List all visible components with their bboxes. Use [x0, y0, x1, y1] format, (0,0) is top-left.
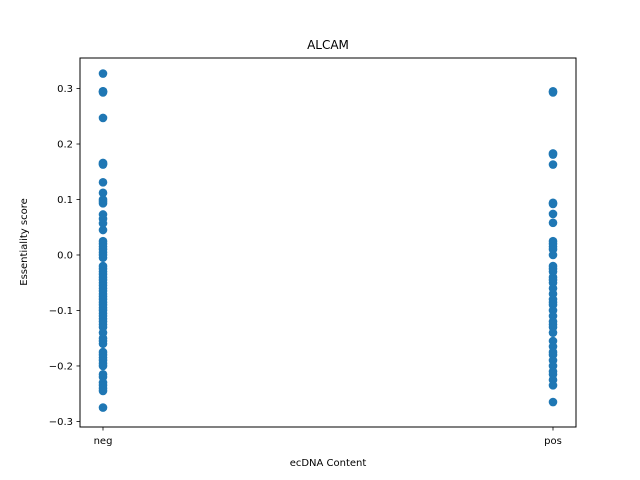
y-tick-label: 0.3	[57, 84, 73, 95]
data-point-neg	[98, 225, 108, 235]
y-axis-label: Essentiality score	[19, 198, 30, 286]
data-point-neg	[98, 339, 108, 349]
y-tick-label: 0.0	[57, 250, 73, 261]
data-point-pos	[548, 397, 558, 407]
data-point-pos	[548, 88, 558, 97]
y-tick-label: 0.1	[57, 195, 73, 206]
data-points	[98, 69, 558, 412]
data-point-neg	[98, 69, 108, 78]
x-tick-label: neg	[94, 436, 113, 447]
data-point-neg	[98, 88, 108, 97]
y-axis: −0.3 −0.2 −0.1 0.0 0.1 0.2 0.3	[49, 84, 80, 428]
data-point-pos	[548, 250, 558, 260]
data-point-pos	[548, 328, 558, 337]
x-axis-label: ecDNA Content	[290, 458, 367, 469]
data-point-neg	[98, 219, 108, 228]
data-point-neg	[98, 361, 108, 371]
data-point-neg	[98, 188, 108, 198]
chart-title: ALCAM	[307, 38, 349, 52]
y-tick-label: −0.2	[49, 361, 73, 372]
x-tick-label: pos	[544, 436, 562, 447]
data-point-pos	[548, 381, 558, 390]
data-point-pos	[548, 218, 558, 228]
y-tick-label: −0.3	[49, 417, 73, 428]
data-point-neg	[98, 253, 108, 263]
y-tick-label: −0.1	[49, 306, 73, 317]
data-point-neg	[98, 199, 108, 208]
data-point-pos	[548, 209, 558, 219]
plot-frame	[79, 57, 577, 428]
data-point-neg	[98, 177, 108, 187]
data-point-neg	[98, 113, 108, 123]
data-point-pos	[548, 160, 558, 169]
data-point-neg	[98, 160, 108, 169]
data-point-pos	[548, 150, 558, 159]
x-axis: neg pos	[94, 427, 562, 447]
data-point-neg	[98, 403, 108, 412]
y-tick-label: 0.2	[57, 140, 73, 151]
data-point-neg	[98, 386, 108, 396]
data-point-pos	[548, 199, 558, 209]
